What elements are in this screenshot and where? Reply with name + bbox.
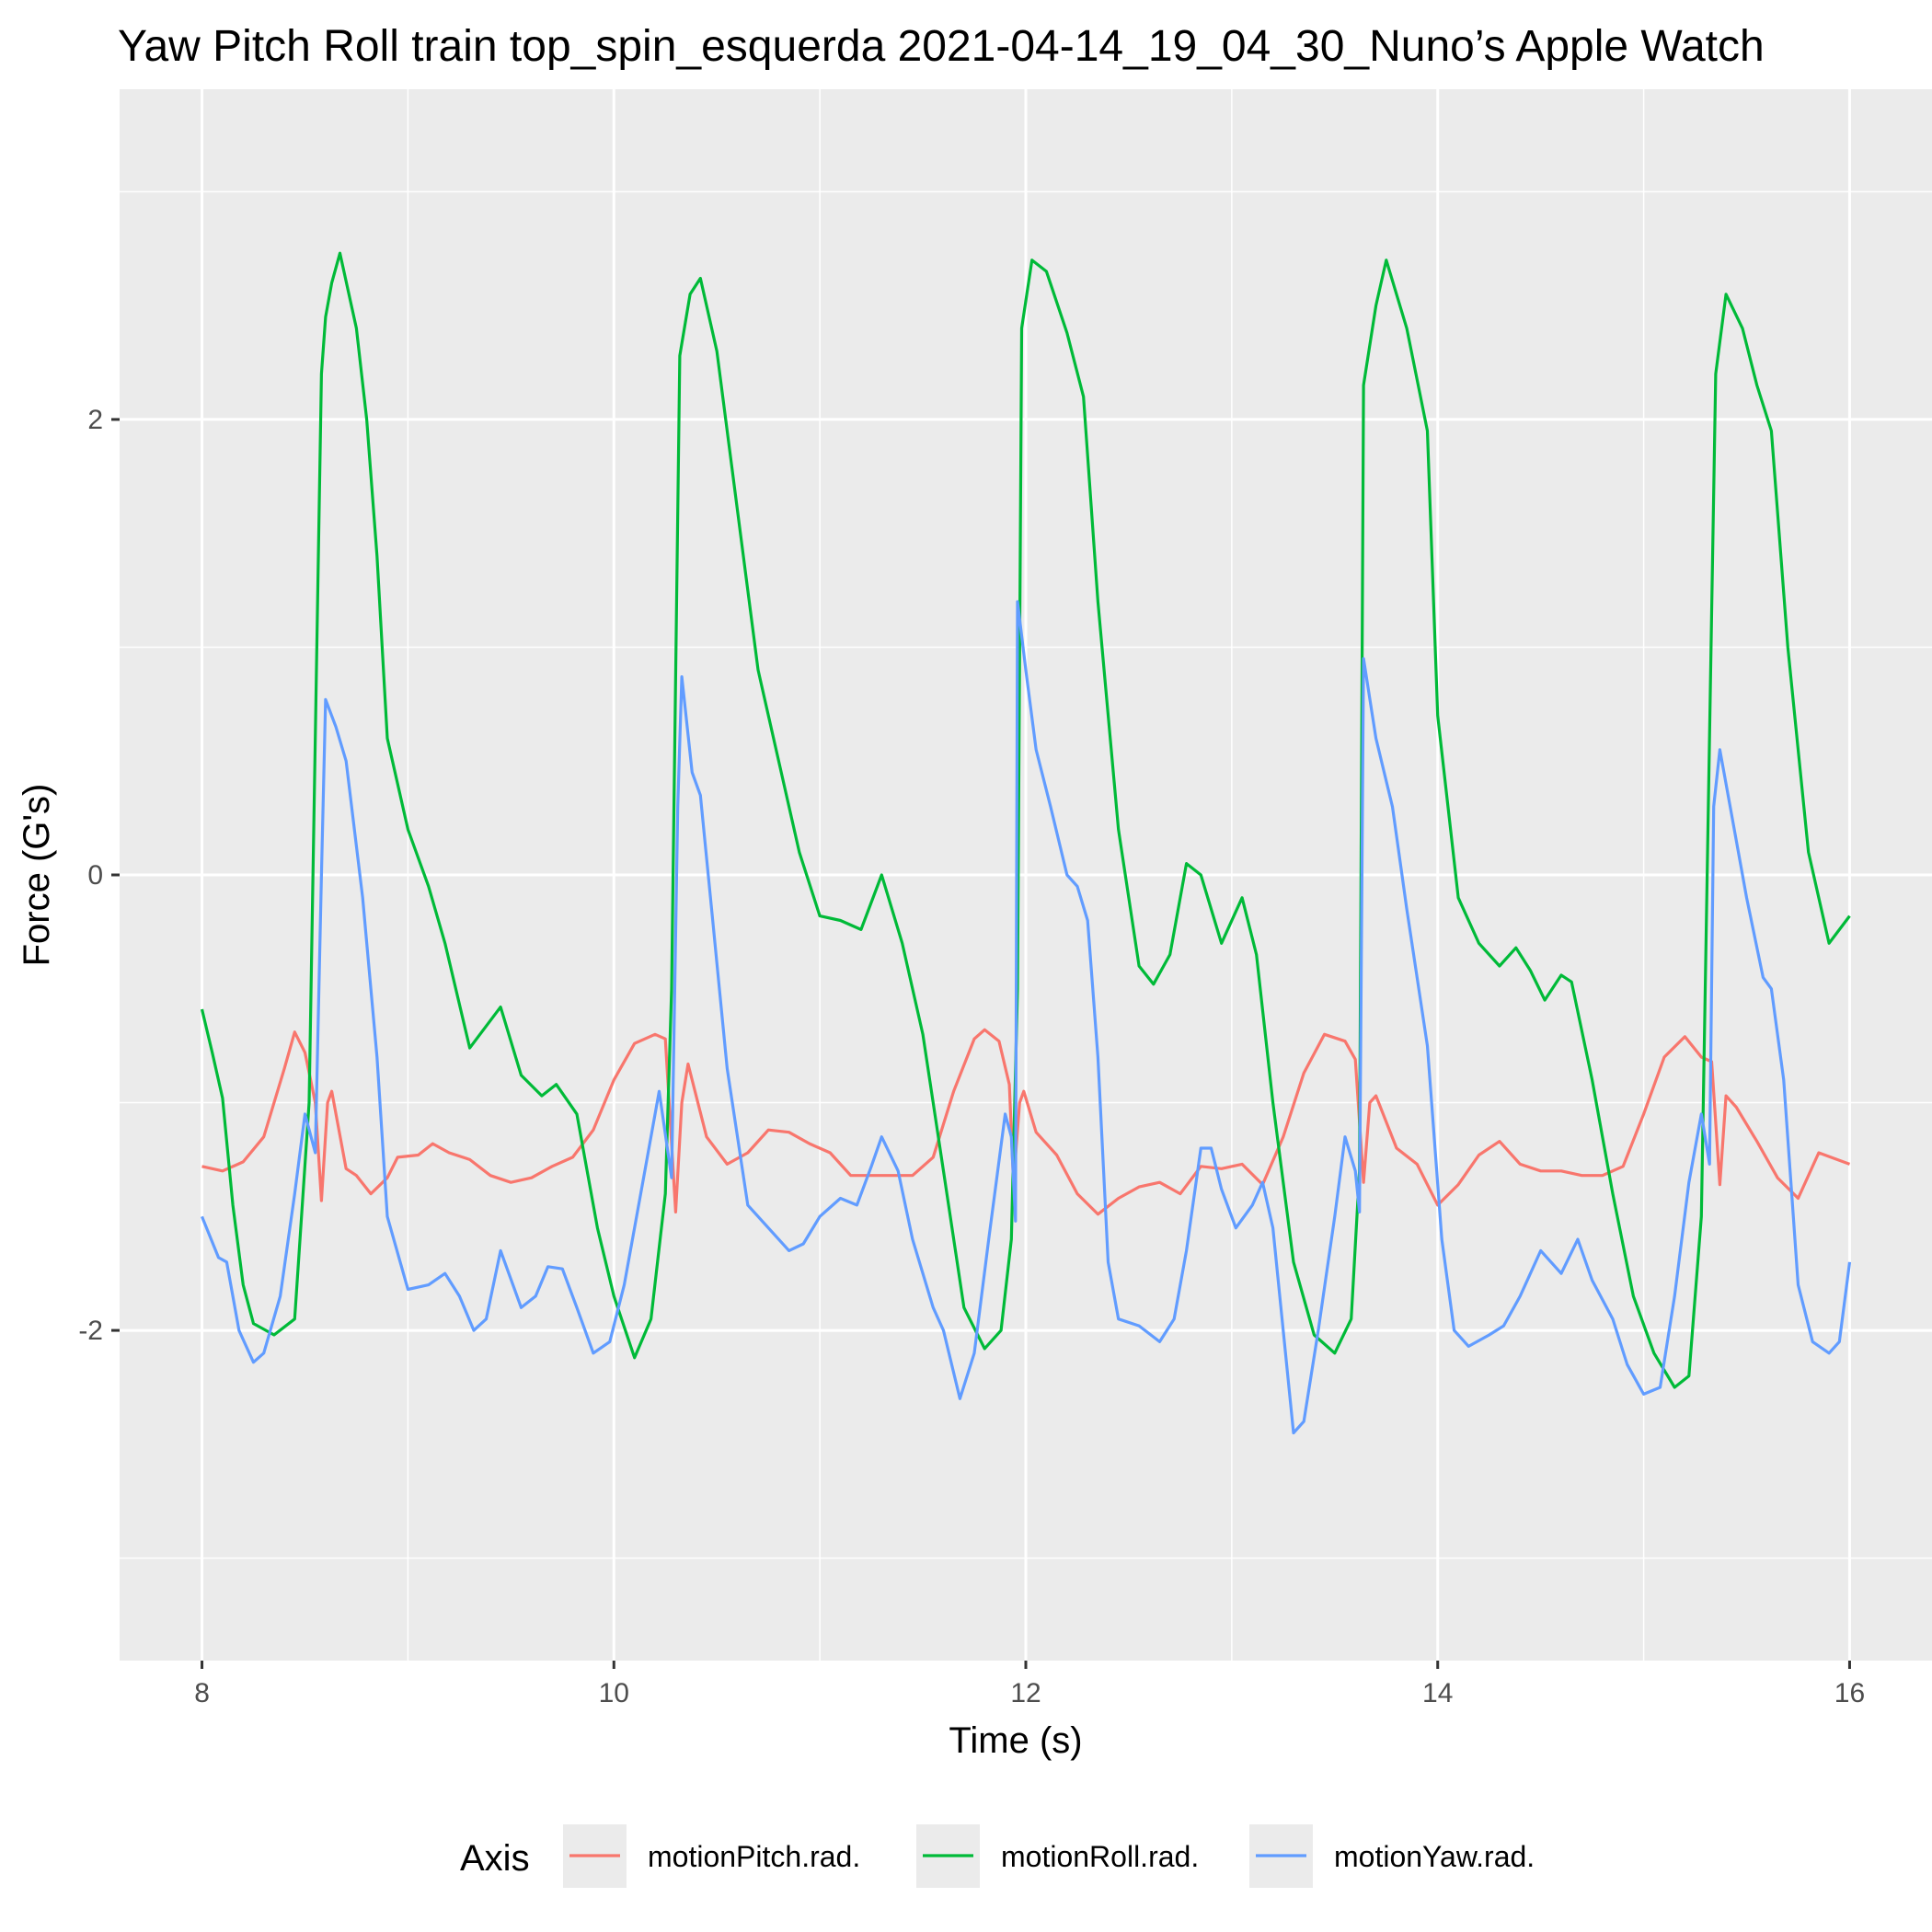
x-tick-label: 16 (1834, 1678, 1865, 1708)
y-axis-title: Force (G's) (17, 784, 57, 967)
x-tick-label: 12 (1010, 1678, 1041, 1708)
axes: 8 10 12 14 16 -2 0 2 (78, 405, 1865, 1708)
legend-title: Axis (460, 1838, 530, 1879)
x-tick-label: 14 (1422, 1678, 1453, 1708)
series-line-0 (201, 1028, 1851, 1216)
y-tick-label: 0 (87, 860, 103, 891)
grid-lines (120, 89, 1932, 1661)
legend: Axis motionPitch.rad. motionRoll.rad. moti… (460, 1824, 1535, 1888)
x-axis-title: Time (s) (949, 1720, 1082, 1761)
legend-label-0: motionPitch.rad. (648, 1840, 860, 1873)
legend-label-2: motionYaw.rad. (1334, 1840, 1535, 1873)
series-line-2 (201, 600, 1852, 1435)
x-tick-label: 8 (194, 1678, 210, 1708)
chart-title: Yaw Pitch Roll train top_spin_esquerda 2… (118, 22, 1765, 71)
y-tick-label: 2 (87, 405, 103, 435)
x-tick-label: 10 (599, 1678, 629, 1708)
legend-label-1: motionRoll.rad. (1001, 1840, 1199, 1873)
series-layer (200, 251, 1852, 1435)
y-tick-label: -2 (78, 1316, 103, 1346)
